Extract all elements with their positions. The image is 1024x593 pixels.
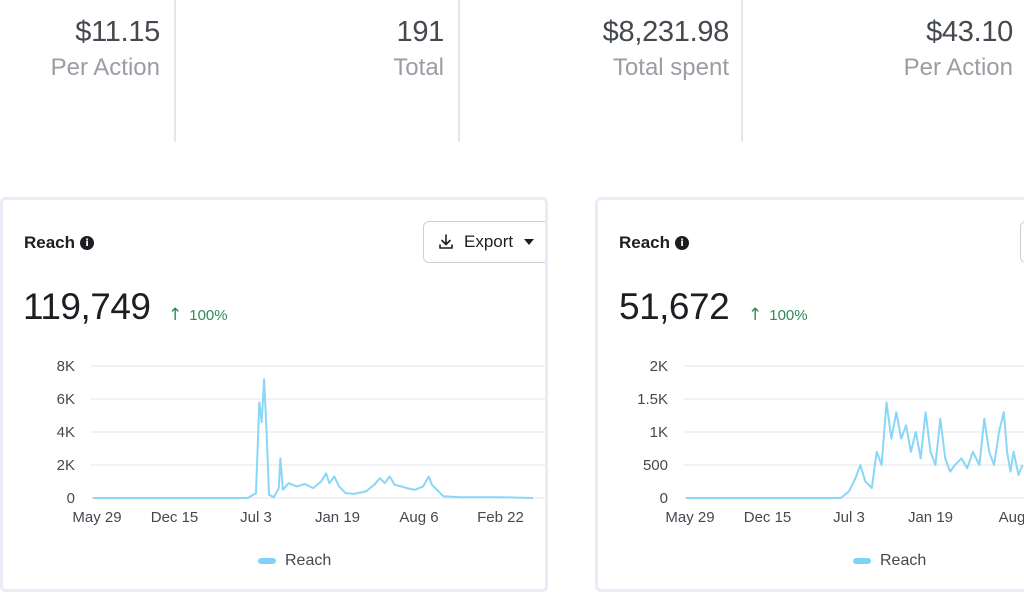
series-line-reach [93, 378, 534, 499]
metric-label: Total [393, 54, 444, 81]
chart-legend[interactable]: Reach [853, 552, 926, 570]
delta-value: 100% [189, 306, 228, 324]
x-tick-label: Dec 15 [151, 509, 199, 526]
caret-down-icon [524, 239, 535, 245]
y-tick-label: 0 [660, 490, 668, 507]
info-icon[interactable]: i [675, 236, 690, 250]
y-tick-label: 4K [57, 424, 75, 441]
metric-label: Total spent [612, 54, 729, 81]
x-tick-label: Aug 6 [399, 509, 438, 526]
metric-divider [741, 0, 743, 142]
x-tick-label: Jan 19 [908, 509, 953, 526]
metric-value: $11.15 [75, 16, 160, 48]
y-tick-label: 0 [67, 490, 75, 507]
metric-per-action-2: $43.10 Per Action [903, 14, 1014, 86]
y-tick-label: 2K [650, 358, 668, 375]
card-title-text: Reach [619, 233, 671, 252]
reach-chart: 0 2K 4K 6K 8K May 29 Dec 15 Jul 3 Jan 19 Aug 6 Feb… [57, 358, 545, 526]
metric-per-action: $11.15 Per Action [50, 14, 161, 86]
reach-total: 119,749 [23, 286, 151, 327]
export-button-partial[interactable] [1020, 221, 1024, 263]
legend-label: Reach [880, 552, 927, 569]
reach-card-2: Reach i 51,672 ↑ 100% 0 500 1K 1.5K 2K May 29… [595, 197, 1024, 592]
metric-total-spent: $8,231.98 Total spent [602, 14, 730, 86]
arrow-up-icon: ↑ [748, 305, 763, 325]
info-icon[interactable]: i [80, 236, 95, 250]
metric-value: $8,231.98 [602, 16, 730, 48]
series-line-reach [686, 401, 1024, 499]
legend-swatch [258, 558, 276, 564]
export-button[interactable]: Export [423, 221, 545, 263]
reach-chart-2: 0 500 1K 1.5K 2K May 29 Dec 15 Jul 3 Jan 19 Aug [637, 358, 1024, 526]
x-tick-label: Jul 3 [240, 509, 272, 526]
y-tick-label: 6K [57, 391, 75, 408]
y-tick-label: 8K [57, 358, 75, 375]
card-title: Reach i [619, 233, 690, 253]
x-tick-label: Feb 22 [477, 509, 524, 526]
legend-label: Reach [285, 552, 332, 569]
chart-legend[interactable]: Reach [258, 552, 331, 570]
reach-total: 51,672 [619, 286, 730, 327]
y-tick-label: 500 [643, 457, 668, 474]
legend-swatch [853, 558, 871, 564]
metric-label: Per Action [903, 54, 1013, 81]
y-tick-label: 1.5K [637, 391, 668, 408]
x-tick-label: May 29 [72, 509, 121, 526]
download-icon [439, 234, 453, 249]
x-tick-label: Jan 19 [315, 509, 360, 526]
x-tick-label: May 29 [665, 509, 714, 526]
delta-value: 100% [769, 306, 808, 324]
y-tick-label: 1K [650, 424, 668, 441]
x-tick-label: Aug [999, 509, 1024, 526]
y-tick-label: 2K [57, 457, 75, 474]
card-title-text: Reach [24, 233, 76, 252]
metric-divider [458, 0, 460, 142]
metric-value: $43.10 [926, 16, 1013, 48]
reach-delta: ↑ 100% [748, 305, 808, 325]
x-tick-label: Dec 15 [744, 509, 792, 526]
metric-total: 191 Total [393, 14, 444, 86]
reach-delta: ↑ 100% [168, 305, 228, 325]
reach-card: Reach i Export 119,749 ↑ 100% 0 2K 4K 6K 8K M… [0, 197, 548, 592]
card-title: Reach i [24, 233, 95, 253]
metric-divider [174, 0, 176, 142]
metric-value: 191 [396, 16, 445, 48]
export-label: Export [464, 232, 514, 251]
x-tick-label: Jul 3 [833, 509, 865, 526]
arrow-up-icon: ↑ [168, 305, 183, 325]
metric-label: Per Action [50, 54, 160, 81]
